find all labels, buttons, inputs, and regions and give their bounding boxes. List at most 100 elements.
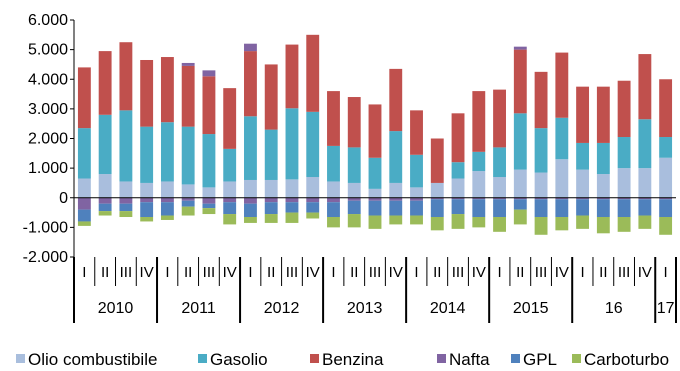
- legend-label: Benzina: [322, 350, 384, 369]
- bar-segment: [596, 174, 610, 198]
- bar-segment: [576, 142, 590, 170]
- bar-segment: [430, 217, 444, 231]
- bar-segment: [98, 51, 112, 115]
- bar-segment: [223, 197, 237, 203]
- bar-segment: [119, 203, 133, 212]
- bar-segment: [513, 197, 527, 200]
- bar-segment: [223, 214, 237, 225]
- bar-segment: [534, 172, 548, 198]
- bar-segment: [638, 199, 652, 216]
- quarter-label: III: [286, 264, 299, 281]
- bar-segment: [638, 168, 652, 198]
- bar-segment: [617, 217, 631, 232]
- bar-segment: [576, 86, 590, 143]
- quarter-label: IV: [472, 264, 486, 281]
- bar-segment: [77, 221, 91, 226]
- bar-segment: [181, 200, 195, 207]
- bar-segment: [493, 197, 506, 200]
- bar-segment: [264, 64, 278, 130]
- bar-segment: [306, 111, 320, 178]
- bar-segment: [596, 217, 610, 234]
- bar-segment: [472, 151, 486, 172]
- year-label: 17: [657, 300, 675, 317]
- bar-segment: [617, 80, 631, 138]
- bar-segment: [410, 110, 423, 155]
- bar-segment: [119, 42, 133, 111]
- bar-segment: [202, 197, 216, 204]
- bar-segment: [244, 197, 257, 204]
- bar-segment: [451, 214, 465, 229]
- legend-swatch: [572, 354, 581, 363]
- y-tick-label: 2.000: [28, 131, 68, 148]
- legend-label: Nafta: [449, 350, 490, 369]
- year-label: 2011: [181, 300, 216, 317]
- quarter-label: IV: [306, 264, 320, 281]
- bar-segment: [410, 197, 423, 201]
- bar-segment: [576, 197, 590, 200]
- bar-segment: [555, 199, 569, 218]
- bar-segment: [555, 159, 569, 198]
- y-tick-label: -1.000: [23, 219, 68, 236]
- bar-segment: [347, 147, 361, 183]
- bar-segment: [202, 203, 216, 209]
- bar-segment: [513, 199, 527, 210]
- bar-segment: [451, 197, 465, 200]
- bar-segment: [285, 108, 299, 180]
- y-tick-label: 0: [59, 190, 68, 207]
- legend-label: Carboturbo: [584, 350, 669, 369]
- bar-segment: [555, 52, 569, 118]
- quarter-label: I: [248, 264, 252, 281]
- quarter-label: III: [452, 264, 465, 281]
- quarter-label: IV: [555, 264, 569, 281]
- bar-segment: [285, 179, 299, 198]
- y-tick-label: 6.000: [28, 12, 68, 29]
- quarter-label: II: [433, 264, 441, 281]
- bar-segment: [493, 177, 506, 198]
- bar-segment: [389, 215, 403, 225]
- bar-segment: [451, 162, 465, 179]
- bar-segment: [534, 197, 548, 200]
- bar-segment: [389, 200, 403, 216]
- y-tick-label: -2.000: [23, 249, 68, 266]
- quarter-label: II: [599, 264, 607, 281]
- quarter-label: II: [267, 264, 275, 281]
- bar-segment: [285, 197, 299, 203]
- quarter-label: IV: [638, 264, 652, 281]
- bar-segment: [576, 215, 590, 229]
- quarter-label: IV: [223, 264, 237, 281]
- year-label: 2012: [264, 300, 300, 317]
- bar-segment: [306, 34, 320, 112]
- legend-swatch: [511, 354, 520, 363]
- year-label: 2010: [98, 300, 134, 317]
- bar-segment: [327, 202, 340, 218]
- bar-segment: [617, 199, 631, 218]
- bar-segment: [119, 181, 133, 198]
- bar-segment: [306, 177, 320, 198]
- quarter-label: I: [82, 264, 86, 281]
- bar-segment: [638, 119, 652, 169]
- y-axis: 6.000 5.000 4.000 3.000 2.000 1.000 0 -1.000 -2.…: [23, 12, 75, 266]
- y-tick-label: 1.000: [28, 160, 68, 177]
- quarter-label: II: [184, 264, 192, 281]
- bar-segment: [347, 197, 361, 201]
- bar-segment: [77, 209, 91, 222]
- bar-segment: [244, 203, 257, 218]
- quarter-label: II: [516, 264, 524, 281]
- bar-segment: [347, 182, 361, 198]
- bar-segment: [223, 148, 237, 182]
- bar-segment: [534, 217, 548, 235]
- bar-segment: [617, 168, 631, 198]
- bar-segment: [513, 46, 527, 50]
- x-axis: I II III IV I II III IV I II III IV I II III IV I II III IV…: [73, 197, 677, 323]
- bar-segment: [472, 171, 486, 198]
- bar-segment: [659, 217, 673, 235]
- bar-segment: [244, 51, 257, 117]
- bar-segment: [327, 145, 340, 182]
- bar-segment: [513, 49, 527, 114]
- bar-segment: [596, 142, 610, 175]
- bar-segment: [160, 202, 174, 216]
- bar-segment: [472, 217, 486, 228]
- bar-segment: [555, 197, 569, 200]
- bar-segment: [389, 68, 403, 132]
- bar-segment: [119, 211, 133, 218]
